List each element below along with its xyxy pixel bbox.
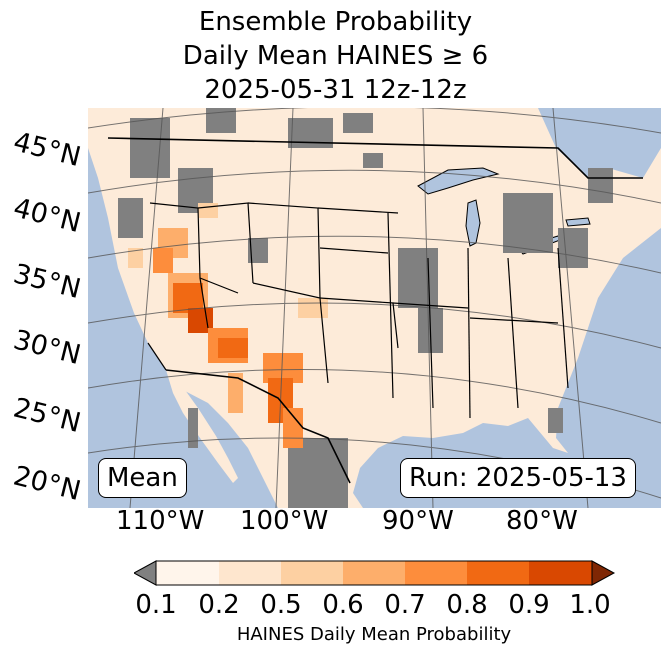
colorbar-tick-6: 0.9 [508,590,550,620]
colorbar-tick-1: 0.2 [198,590,240,620]
lake-ontario [565,217,591,227]
colorbar-tick-4: 0.7 [384,590,426,620]
colorbar-bin-4 [343,561,405,585]
colorbar-bin-6 [467,561,529,585]
colorbar-bin-7 [529,561,592,585]
lon-label-80: 80°W [506,506,578,536]
colorbar-bin-1 [156,561,219,585]
colorbar-tick-0: 0.1 [135,590,177,620]
lat-label-40: 40°N [10,192,84,240]
lon-label-110: 110°W [116,506,205,536]
lat-label-30: 30°N [10,324,84,372]
title-line-1: Ensemble Probability [198,7,473,37]
colorbar-tick-2: 0.5 [260,590,302,620]
colorbar-bin-3 [281,561,343,585]
lake-superior [417,167,500,195]
graticule [88,108,661,508]
colorbar-over-arrow [591,560,616,586]
lat-label-45: 45°N [10,126,84,174]
colorbar-bin-5 [405,561,467,585]
title-line-2: Daily Mean HAINES ≥ 6 [182,41,489,71]
colorbar [134,560,616,586]
colorbar-tick-3: 0.6 [322,590,364,620]
lon-label-100: 100°W [240,506,329,536]
colorbar-bin-2 [219,561,281,585]
state-borders [147,202,569,419]
title-line-3: 2025-05-31 12z-12z [204,75,467,105]
colorbar-tick-7: 1.0 [569,590,611,620]
lat-label-35: 35°N [10,258,84,306]
stat-label-box: Mean [98,458,187,498]
lon-label-90: 90°W [382,506,454,536]
baja-peninsula [166,370,238,483]
lat-label-25: 25°N [10,392,84,440]
missing-data-patches [118,108,613,508]
colorbar-tick-5: 0.8 [446,590,488,620]
us-border [107,137,643,484]
colorbar-label: HAINES Daily Mean Probability [236,624,512,645]
lat-label-20: 20°N [10,460,84,508]
probability-map [88,108,661,508]
run-label-box: Run: 2025-05-13 [400,458,636,498]
colorbar-under-arrow [134,560,157,586]
